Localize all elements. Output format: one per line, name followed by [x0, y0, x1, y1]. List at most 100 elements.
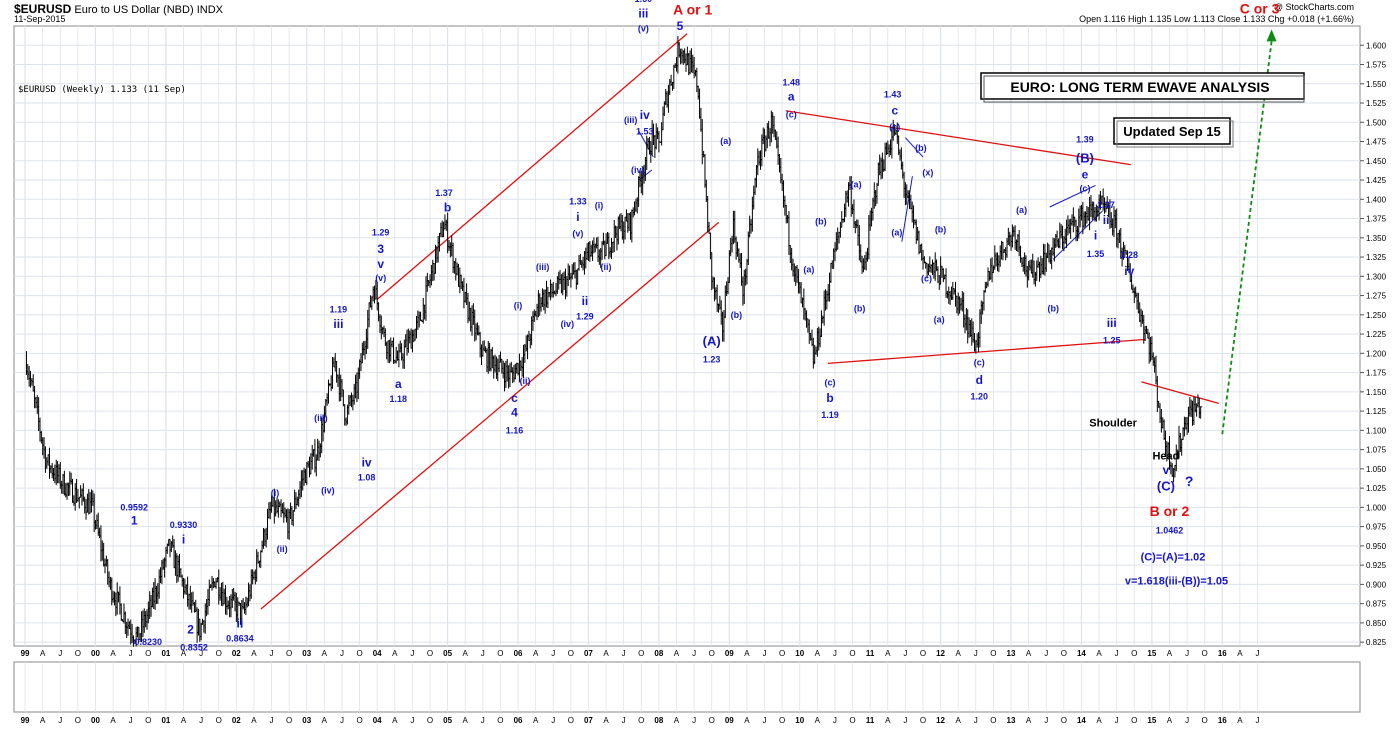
- x-tick-label-lower: O: [216, 716, 222, 725]
- y-tick-label: 0.925: [1366, 561, 1387, 570]
- x-tick-label-lower: O: [1202, 716, 1208, 725]
- x-tick-label: 06: [514, 649, 523, 658]
- x-tick-label: 05: [443, 649, 452, 658]
- y-tick-label: 1.450: [1366, 157, 1387, 166]
- wave-label: 1.16: [506, 425, 524, 435]
- x-tick-label-lower: J: [1255, 716, 1259, 725]
- x-tick-label: J: [481, 649, 485, 658]
- wave-label: (a): [720, 136, 731, 146]
- wave-label: (C): [1157, 478, 1175, 493]
- x-tick-label: O: [356, 649, 362, 658]
- x-tick-label-lower: 09: [725, 716, 734, 725]
- title-box-shadow: [983, 75, 1305, 103]
- y-tick-label: 1.225: [1366, 330, 1387, 339]
- x-tick-label-lower: A: [110, 716, 116, 725]
- wave-label: 0.8352: [180, 643, 208, 653]
- wave-label: v: [377, 257, 384, 271]
- x-tick-label-lower: O: [779, 716, 785, 725]
- x-axis-lower: 99 A J O 00 A J O 01 A J O 02 A J O 03 A J O 04 A J O 05 A J O 06 A J O…: [21, 662, 1259, 725]
- x-tick-label-lower: 08: [654, 716, 663, 725]
- x-tick-label-lower: 99: [21, 716, 30, 725]
- x-tick-label-lower: J: [270, 716, 274, 725]
- wave-label: b: [444, 201, 451, 215]
- x-tick-label-lower: J: [833, 716, 837, 725]
- x-tick-label: A: [956, 649, 962, 658]
- x-tick-label-lower: 02: [232, 716, 241, 725]
- x-tick-label-lower: A: [392, 716, 398, 725]
- x-tick-label-lower: O: [427, 716, 433, 725]
- lower-panel: [13, 661, 1361, 713]
- title-box: EURO: LONG TERM EWAVE ANALYSIS: [980, 72, 1305, 103]
- wave-label: Head: [1152, 451, 1179, 463]
- chart-date: 11-Sep-2015: [14, 14, 66, 24]
- x-tick-label-lower: 03: [302, 716, 311, 725]
- wave-label: ii: [1103, 213, 1110, 227]
- x-tick-label-lower: A: [1167, 716, 1173, 725]
- wave-label: i: [1094, 228, 1097, 242]
- wave-trendline: [904, 137, 924, 158]
- wave-label: 1.19: [821, 410, 839, 420]
- stockcharts-logo: @ StockCharts.com: [1273, 2, 1354, 12]
- x-tick-label-lower: O: [638, 716, 644, 725]
- wave-label: 0.9330: [170, 520, 198, 530]
- wave-label: 1.29: [576, 311, 594, 321]
- x-tick-label-lower: A: [533, 716, 539, 725]
- wave-label: (b): [815, 217, 827, 227]
- updated-box-text: Updated Sep 15: [1123, 124, 1221, 139]
- projection-arrowhead: [1266, 29, 1277, 42]
- x-tick-label-lower: A: [251, 716, 257, 725]
- wave-label: 1.28: [1121, 250, 1139, 260]
- x-tick-label-lower: O: [497, 716, 503, 725]
- wave-label: iii: [638, 7, 648, 21]
- x-tick-label-lower: J: [974, 716, 978, 725]
- y-tick-label: 1.425: [1366, 176, 1387, 185]
- x-tick-label: O: [568, 649, 574, 658]
- x-tick-label: O: [920, 649, 926, 658]
- wave-label: 1.19: [330, 305, 348, 315]
- x-tick-label-lower: 01: [161, 716, 170, 725]
- x-tick-label: 99: [21, 649, 30, 658]
- x-tick-label-lower: A: [956, 716, 962, 725]
- x-tick-label-lower: J: [622, 716, 626, 725]
- x-tick-label-lower: 15: [1147, 716, 1156, 725]
- y-tick-label: 1.200: [1366, 349, 1387, 358]
- x-tick-label-lower: 14: [1077, 716, 1086, 725]
- x-tick-label: O: [1202, 649, 1208, 658]
- wave-label: (ii): [520, 376, 531, 386]
- y-axis: 0.825 0.850 0.875 0.900 0.925 0.950 0.975 1.000…: [1360, 41, 1387, 647]
- x-tick-label: J: [1185, 649, 1189, 658]
- x-tick-label-lower: 05: [443, 716, 452, 725]
- wave-label: (iii): [314, 413, 328, 423]
- x-tick-label-lower: J: [481, 716, 485, 725]
- wave-label: 1.48: [783, 77, 801, 87]
- x-tick-label: A: [251, 649, 257, 658]
- x-tick-label: O: [849, 649, 855, 658]
- x-tick-label: O: [286, 649, 292, 658]
- wave-label: i: [182, 533, 185, 547]
- x-tick-label-lower: O: [145, 716, 151, 725]
- wave-label: 1.37: [435, 188, 453, 198]
- x-tick-label-lower: A: [1237, 716, 1243, 725]
- x-tick-label-lower: 16: [1218, 716, 1227, 725]
- x-tick-label-lower: 07: [584, 716, 593, 725]
- triangle-bottom: [827, 338, 1145, 364]
- x-tick-label: 04: [373, 649, 382, 658]
- wave-label: (a): [934, 315, 945, 325]
- x-tick-label-lower: 11: [866, 716, 875, 725]
- x-tick-label: A: [1237, 649, 1243, 658]
- x-tick-label: 10: [795, 649, 804, 658]
- y-tick-label: 1.600: [1366, 41, 1387, 50]
- wave-label: iv: [640, 108, 650, 122]
- wave-label: (v): [375, 273, 386, 283]
- wave-label: 1.25: [1103, 335, 1121, 345]
- wave-label: e: [1082, 167, 1089, 181]
- wave-label: (i): [271, 488, 280, 498]
- x-tick-label: A: [603, 649, 609, 658]
- x-tick-label-lower: O: [1131, 716, 1137, 725]
- x-tick-label-lower: 10: [795, 716, 804, 725]
- x-tick-label: O: [1061, 649, 1067, 658]
- wave-label: (i): [514, 301, 523, 311]
- y-tick-label: 0.975: [1366, 523, 1387, 532]
- wave-label: (B): [1076, 150, 1094, 165]
- wave-label: (b): [1048, 304, 1060, 314]
